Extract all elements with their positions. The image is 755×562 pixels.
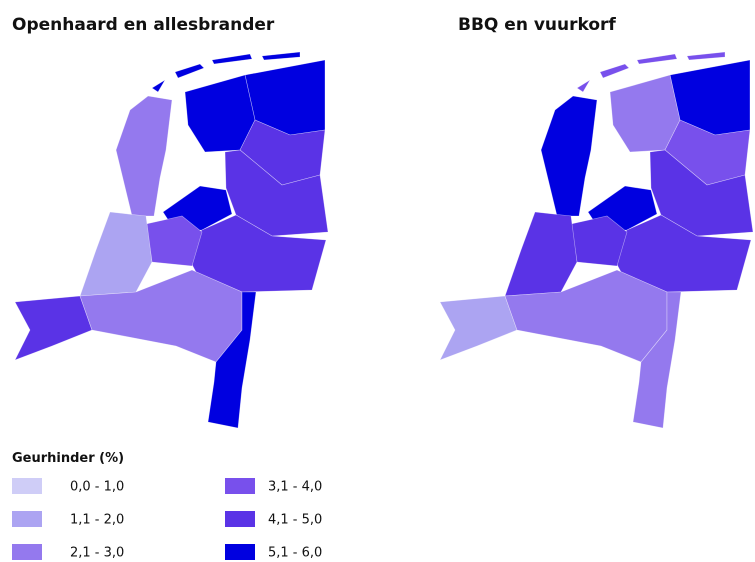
region <box>632 291 682 429</box>
map <box>439 51 754 429</box>
legend-swatch <box>225 511 255 527</box>
region <box>151 51 301 93</box>
region <box>14 295 93 361</box>
region <box>224 149 329 237</box>
legend-swatch <box>225 478 255 494</box>
legend-swatch <box>225 544 255 560</box>
map-title: BBQ en vuurkorf <box>458 15 616 35</box>
map-title: Openhaard en allesbrander <box>12 15 275 35</box>
region <box>439 295 518 361</box>
legend: 0,0 - 1,0 1,1 - 2,0 2,1 - 3,0 3,1 - 4,0 4,1 … <box>12 478 322 561</box>
legend-title: Geurhinder (%) <box>12 451 124 466</box>
legend-swatch <box>12 511 42 527</box>
legend-label: 1,1 - 2,0 <box>70 513 124 528</box>
legend-label: 4,1 - 5,0 <box>268 513 322 528</box>
region <box>504 211 578 297</box>
legend-swatch <box>12 478 42 494</box>
region <box>576 51 726 93</box>
legend-label: 2,1 - 3,0 <box>70 546 124 561</box>
region <box>115 95 173 217</box>
region <box>649 149 754 237</box>
legend-label: 3,1 - 4,0 <box>268 480 322 495</box>
legend-label: 5,1 - 6,0 <box>268 546 322 561</box>
region <box>79 211 153 297</box>
legend-label: 0,0 - 1,0 <box>70 480 124 495</box>
region <box>207 291 257 429</box>
region <box>540 95 598 217</box>
map <box>14 51 329 429</box>
legend-swatch <box>12 544 42 560</box>
